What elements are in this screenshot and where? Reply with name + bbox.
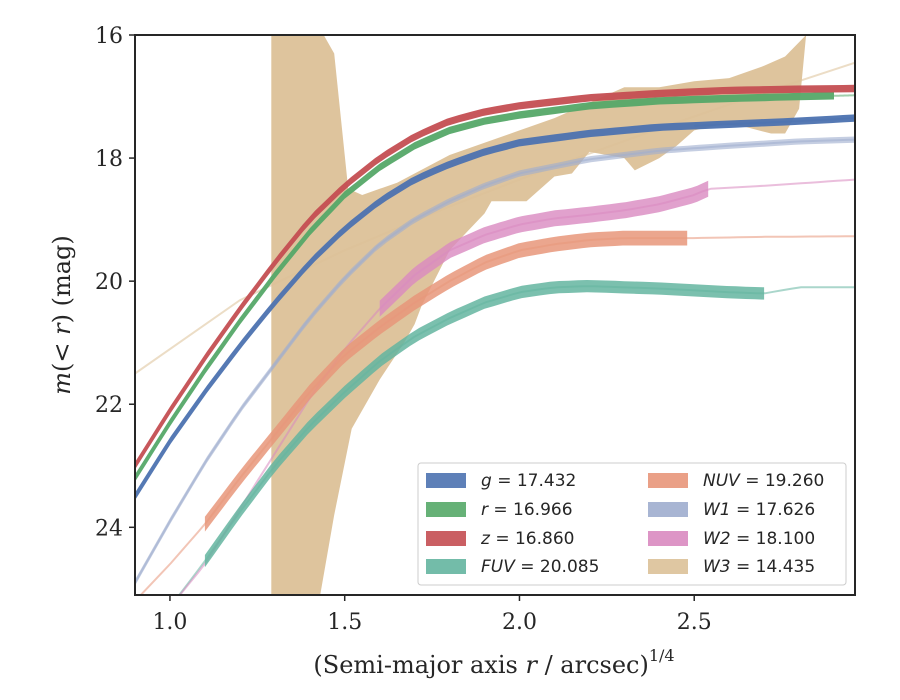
legend-swatch xyxy=(426,559,466,574)
legend-swatch xyxy=(648,531,688,546)
legend-label: W3 = 14.435 xyxy=(703,557,815,577)
legend-label: r = 16.966 xyxy=(481,500,573,520)
legend-label: FUV = 20.085 xyxy=(481,557,599,577)
legend-swatch xyxy=(648,559,688,574)
legend-label: W1 = 17.626 xyxy=(703,500,815,520)
y-tick-label: 24 xyxy=(95,516,123,541)
series-guide-line-1 xyxy=(834,94,855,97)
x-tick-label: 1.5 xyxy=(327,610,362,635)
x-tick-label: 1.0 xyxy=(152,610,187,635)
legend-swatch xyxy=(426,502,466,517)
plot-area xyxy=(135,35,855,595)
legend-label: W2 = 18.100 xyxy=(703,529,815,549)
legend-label: z = 16.860 xyxy=(480,529,574,549)
legend-box xyxy=(417,462,847,586)
series-band-5 xyxy=(135,136,855,586)
y-tick-label: 20 xyxy=(95,270,123,295)
legend: g = 17.432 r = 16.966 z = 16.860 FUV = 20.0… xyxy=(417,462,847,586)
y-tick-label: 22 xyxy=(95,393,123,418)
axes-frame xyxy=(134,34,856,596)
y-tick-label: 18 xyxy=(95,147,123,172)
legend-swatch xyxy=(648,473,688,488)
y-axis-title: m(< r) (mag) xyxy=(48,235,76,395)
y-tick-label: 16 xyxy=(95,24,123,49)
x-axis-title: (Semi-major axis r / arcsec)1/4 xyxy=(313,646,674,679)
legend-label: g = 17.432 xyxy=(481,471,576,491)
axes: 1.0 1.5 2.0 2.5 16 18 20 22 24 xyxy=(95,24,856,635)
x-tick-label: 2.5 xyxy=(677,610,712,635)
series-band-3 xyxy=(204,280,765,568)
legend-swatch xyxy=(426,531,466,546)
series-band-6 xyxy=(379,180,709,317)
legend-label: NUV = 19.260 xyxy=(703,471,824,491)
x-tick-label: 2.0 xyxy=(502,610,537,635)
legend-swatch xyxy=(648,502,688,517)
legend-swatch xyxy=(426,473,466,488)
